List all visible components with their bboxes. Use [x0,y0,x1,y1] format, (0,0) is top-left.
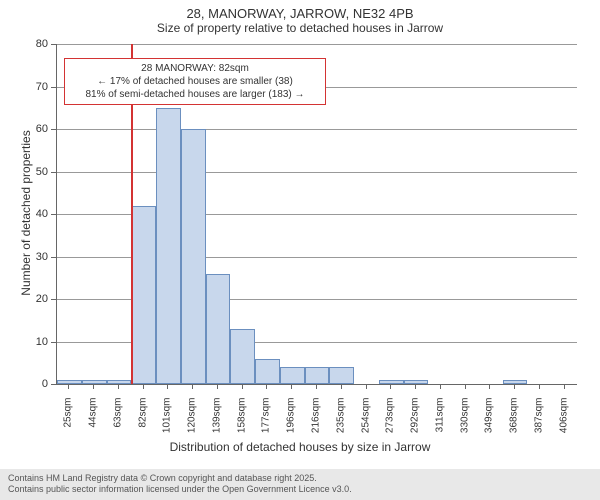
grid-line [57,44,577,45]
y-tick-label: 50 [0,166,48,178]
histogram-bar [305,367,330,384]
histogram-bar [57,380,82,384]
y-tick-mark [51,172,56,173]
chart-subtitle: Size of property relative to detached ho… [0,21,600,39]
x-tick-label: 139sqm [211,398,222,448]
y-tick-label: 80 [0,38,48,50]
x-tick-mark [167,384,168,389]
x-tick-label: 63sqm [112,398,123,448]
x-tick-mark [217,384,218,389]
x-tick-mark [266,384,267,389]
grid-line [57,172,577,173]
x-tick-label: 406sqm [558,398,569,448]
attribution-box: Contains HM Land Registry data © Crown c… [0,469,600,500]
x-tick-mark [514,384,515,389]
x-tick-mark [366,384,367,389]
attribution-line2: Contains public sector information licen… [8,484,592,496]
callout-box: 28 MANORWAY: 82sqm← 17% of detached hous… [64,58,326,105]
x-tick-label: 120sqm [187,398,198,448]
y-tick-mark [51,87,56,88]
x-tick-label: 177sqm [261,398,272,448]
attribution-line1: Contains HM Land Registry data © Crown c… [8,473,592,485]
histogram-bar [329,367,354,384]
x-tick-label: 25sqm [63,398,74,448]
y-tick-label: 20 [0,293,48,305]
histogram-bar [255,359,280,385]
x-tick-mark [68,384,69,389]
x-tick-mark [118,384,119,389]
histogram-bar [181,129,206,384]
histogram-bar [280,367,305,384]
x-tick-mark [242,384,243,389]
y-tick-mark [51,342,56,343]
chart-container: 28, MANORWAY, JARROW, NE32 4PB Size of p… [0,0,600,500]
x-tick-label: 158sqm [236,398,247,448]
x-tick-mark [465,384,466,389]
y-tick-label: 70 [0,81,48,93]
histogram-bar [230,329,255,384]
x-tick-label: 82sqm [137,398,148,448]
y-tick-label: 30 [0,251,48,263]
y-tick-label: 0 [0,378,48,390]
y-tick-mark [51,299,56,300]
x-tick-label: 349sqm [484,398,495,448]
y-tick-mark [51,257,56,258]
x-tick-label: 311sqm [434,398,445,448]
x-tick-label: 368sqm [509,398,520,448]
x-tick-label: 44sqm [88,398,99,448]
y-tick-label: 60 [0,123,48,135]
x-tick-label: 273sqm [385,398,396,448]
x-tick-label: 101sqm [162,398,173,448]
x-tick-mark [341,384,342,389]
y-tick-mark [51,214,56,215]
x-tick-label: 387sqm [533,398,544,448]
histogram-bar [131,206,156,385]
x-tick-label: 292sqm [410,398,421,448]
callout-line: ← 17% of detached houses are smaller (38… [71,75,319,88]
x-tick-label: 254sqm [360,398,371,448]
x-tick-label: 330sqm [459,398,470,448]
y-tick-mark [51,129,56,130]
x-tick-mark [291,384,292,389]
x-tick-mark [143,384,144,389]
chart-title: 28, MANORWAY, JARROW, NE32 4PB [0,0,600,21]
x-tick-label: 235sqm [335,398,346,448]
histogram-bar [206,274,231,385]
y-tick-label: 10 [0,336,48,348]
x-tick-mark [440,384,441,389]
x-tick-mark [390,384,391,389]
x-tick-label: 216sqm [311,398,322,448]
y-tick-label: 40 [0,208,48,220]
x-tick-mark [564,384,565,389]
x-tick-mark [93,384,94,389]
y-tick-mark [51,44,56,45]
x-tick-mark [192,384,193,389]
callout-line: 28 MANORWAY: 82sqm [71,62,319,75]
x-tick-mark [539,384,540,389]
x-tick-label: 196sqm [286,398,297,448]
histogram-bar [107,380,132,384]
y-tick-mark [51,384,56,385]
grid-line [57,129,577,130]
x-tick-mark [316,384,317,389]
histogram-bar [156,108,181,384]
callout-line: 81% of semi-detached houses are larger (… [71,88,319,101]
x-tick-mark [415,384,416,389]
x-tick-mark [489,384,490,389]
